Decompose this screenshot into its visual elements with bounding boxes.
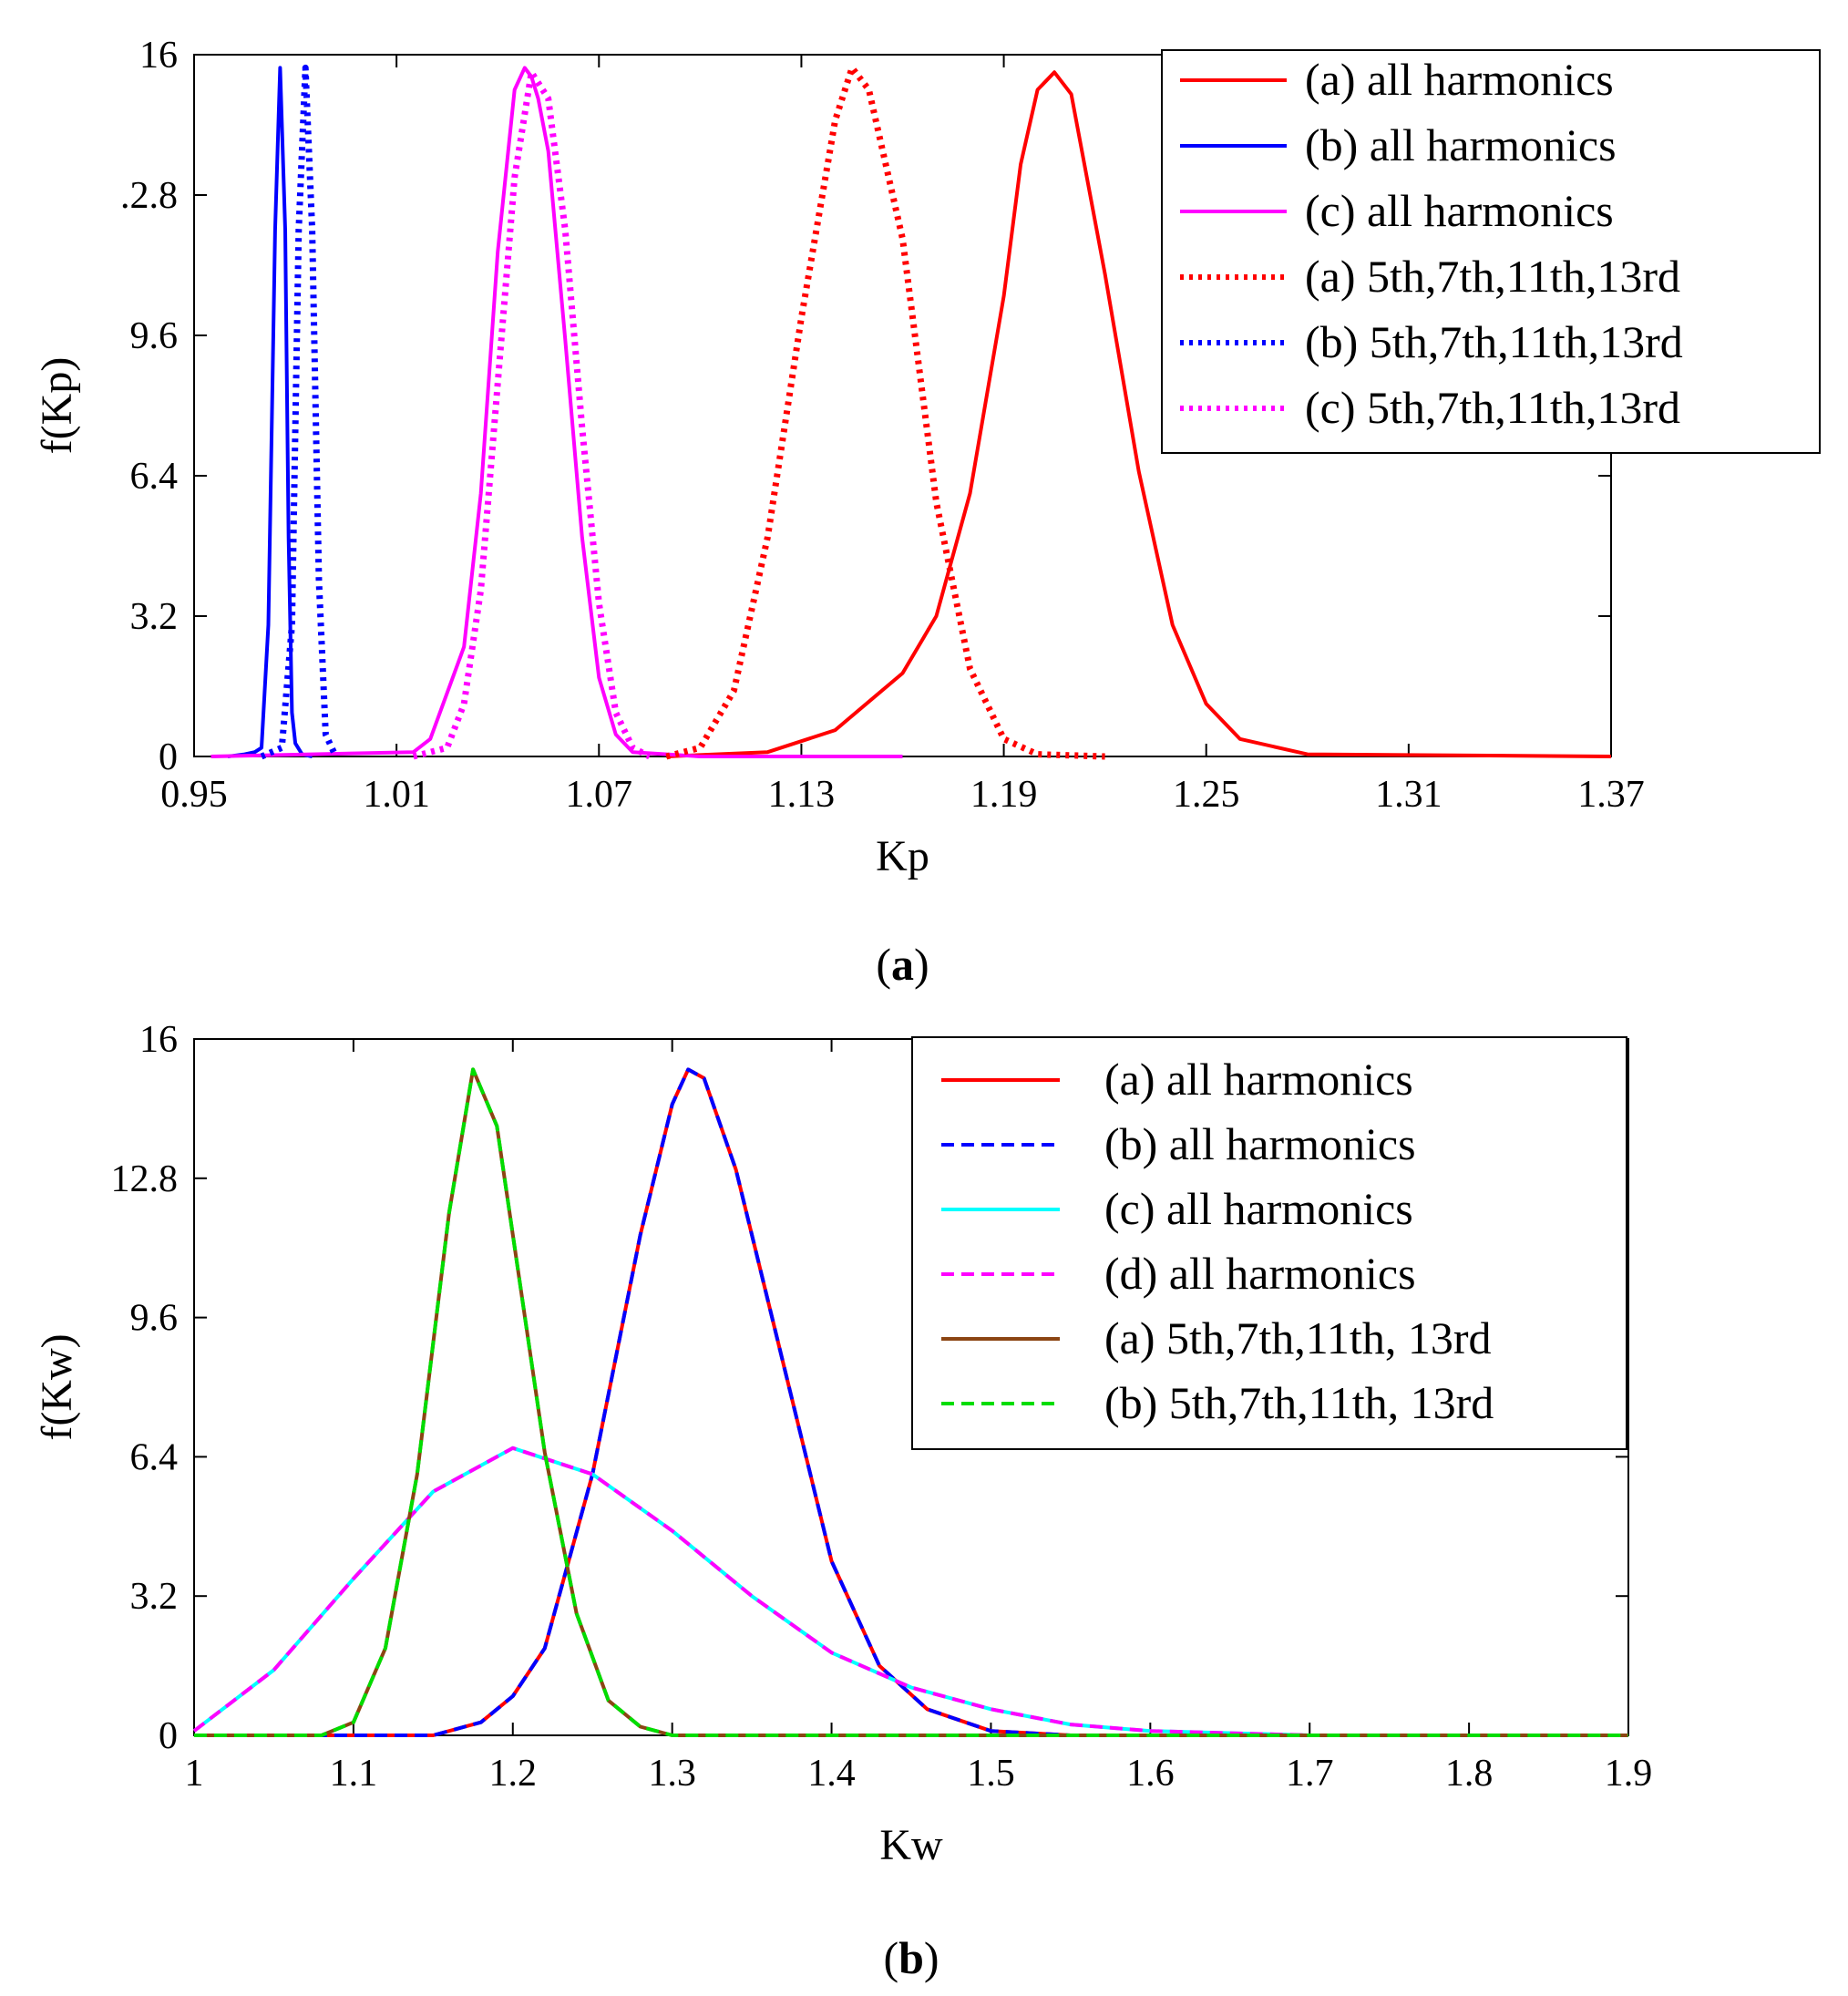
legend-label: (b) 5th,7th,11th,13rd — [1305, 316, 1683, 367]
y-tick-label: 6.4 — [130, 1436, 179, 1478]
x-tick-label: 1.19 — [970, 774, 1038, 816]
x-tick-label: 1.3 — [648, 1753, 696, 1795]
x-tick-label: 1.5 — [967, 1753, 1015, 1795]
x-tick-label: 1.7 — [1286, 1753, 1334, 1795]
x-tick-label: 1.1 — [330, 1753, 378, 1795]
x-tick-label: 1.4 — [807, 1753, 856, 1795]
y-tick-label: 3.2 — [130, 596, 179, 638]
legend-label: (c) 5th,7th,11th,13rd — [1305, 382, 1680, 433]
series-line — [227, 66, 313, 758]
y-tick-label: 16 — [139, 1019, 178, 1061]
legend-label: (c) all harmonics — [1104, 1183, 1413, 1234]
x-axis-label: Kp — [876, 832, 929, 880]
figure-caption: (b) — [883, 1932, 939, 1983]
series-line — [210, 66, 903, 758]
y-axis-label: f(Kp) — [33, 357, 81, 455]
y-tick-label: 3.2 — [130, 1576, 179, 1618]
y-tick-label: 16 — [139, 35, 178, 77]
series-line — [666, 70, 1612, 758]
x-tick-label: 1.8 — [1445, 1753, 1494, 1795]
chart-b: 1 1.1 1.2 1.3 1.4 1.5 1.6 1.7 1.8 1.9 0 3.2 6.4 9.6 12… — [33, 1019, 1652, 1983]
x-tick-label: 1 — [185, 1753, 204, 1795]
legend-label: (a) all harmonics — [1305, 54, 1614, 105]
legend-box — [1161, 49, 1821, 454]
legend-label: (c) all harmonics — [1305, 185, 1614, 236]
y-tick-label: 0 — [159, 736, 178, 778]
x-tick-label: 1.9 — [1605, 1753, 1653, 1795]
series-line — [665, 64, 1105, 760]
x-tick-label: 1.13 — [768, 774, 836, 816]
x-tick-label: 1.25 — [1173, 774, 1240, 816]
series-line — [412, 68, 652, 760]
y-tick-label: 0 — [159, 1715, 178, 1757]
series-line — [260, 64, 339, 760]
x-tick-label: 1.07 — [566, 774, 633, 816]
y-tick-label: 6.4 — [130, 456, 179, 498]
series-line — [194, 1067, 1628, 1737]
legend-label: (a) all harmonics — [1104, 1054, 1413, 1105]
y-tick-label: .2.8 — [120, 175, 178, 217]
y-tick-label: 9.6 — [130, 1298, 179, 1340]
x-tick-label: 1.01 — [363, 774, 430, 816]
y-tick-label: 9.6 — [130, 315, 179, 357]
x-tick-label: 1.6 — [1126, 1753, 1175, 1795]
legend-label: (b) 5th,7th,11th, 13rd — [1104, 1377, 1494, 1428]
y-tick-label: 12.8 — [111, 1158, 179, 1200]
x-tick-label: 0.95 — [160, 774, 228, 816]
x-tick-label: 1.37 — [1577, 774, 1645, 816]
legend-label: (d) all harmonics — [1104, 1248, 1416, 1299]
series-line — [192, 1446, 1628, 1737]
x-tick-label: 1.2 — [489, 1753, 538, 1795]
legend-label: (b) all harmonics — [1104, 1118, 1416, 1169]
series-line — [194, 1067, 1628, 1737]
y-axis-label: f(Kw) — [33, 1333, 81, 1440]
x-axis-label: Kw — [879, 1821, 943, 1869]
legend-box — [911, 1036, 1627, 1450]
legend-label: (b) all harmonics — [1305, 119, 1617, 170]
figure-caption: (a) — [876, 939, 929, 990]
legend-label: (a) 5th,7th,11th,13rd — [1305, 251, 1680, 302]
x-tick-label: 1.31 — [1375, 774, 1442, 816]
chart-a: 0.95 1.01 1.07 1.13 1.19 1.25 1.31 1.37 0 3.2 6.4 9… — [33, 35, 1821, 990]
legend-label: (a) 5th,7th,11th, 13rd — [1104, 1312, 1491, 1363]
